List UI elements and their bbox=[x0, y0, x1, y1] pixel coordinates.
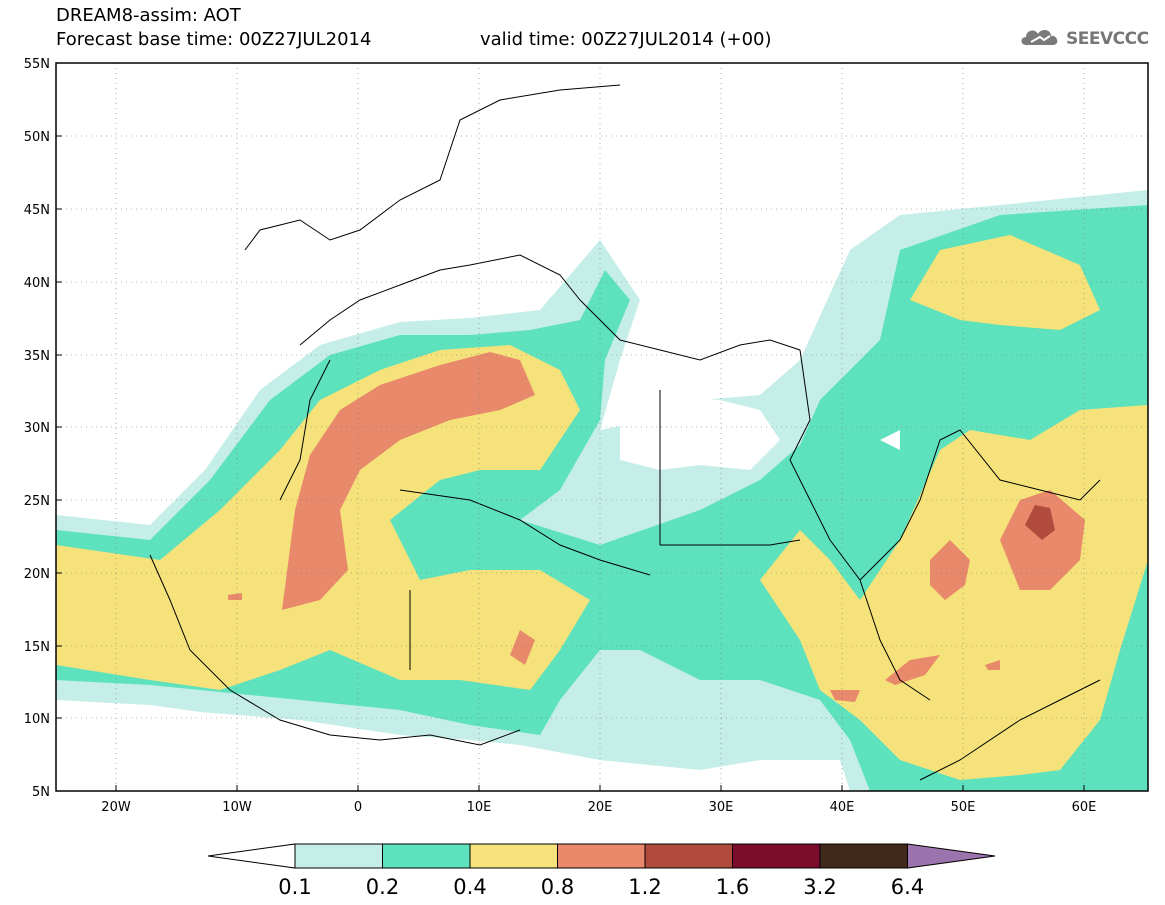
colorbar-label: 0.8 bbox=[541, 875, 574, 899]
cloud-icon bbox=[1018, 25, 1062, 53]
lat-label: 50N bbox=[24, 130, 50, 145]
aot-field bbox=[56, 63, 1148, 791]
lon-labels: 20W 10W 0 10E 20E 30E 40E 50E 60E bbox=[101, 800, 1096, 815]
lon-label: 10W bbox=[222, 800, 252, 815]
lat-label: 55N bbox=[24, 57, 50, 72]
colorbar-cell bbox=[644, 843, 733, 869]
lon-label: 20W bbox=[101, 800, 131, 815]
colorbar-label: 0.2 bbox=[366, 875, 399, 899]
lat-label: 35N bbox=[24, 349, 50, 364]
colorbar-over-arrow bbox=[907, 843, 996, 869]
colorbar-label: 6.4 bbox=[891, 875, 924, 899]
seevccc-logo: SEEVCCC bbox=[1018, 26, 1149, 52]
logo-text: SEEVCCC bbox=[1066, 29, 1149, 49]
aot-band-0.8 bbox=[228, 352, 1085, 702]
colorbar-label: 1.6 bbox=[716, 875, 749, 899]
colorbar-cell bbox=[819, 843, 908, 869]
colorbar-cell bbox=[382, 843, 471, 869]
valid-time: valid time: 00Z27JUL2014 (+00) bbox=[480, 29, 772, 50]
coastlines bbox=[149, 84, 1101, 781]
forecast-base-time: Forecast base time: 00Z27JUL2014 bbox=[56, 29, 372, 50]
lat-label: 40N bbox=[24, 276, 50, 291]
lat-label: 15N bbox=[24, 640, 50, 655]
tick-marks bbox=[56, 62, 1085, 791]
colorbar-labels: 0.1 0.2 0.4 0.8 1.2 1.6 3.2 6.4 bbox=[278, 875, 924, 899]
graticule bbox=[56, 63, 1148, 791]
lon-label: 50E bbox=[951, 800, 976, 815]
colorbar-label: 3.2 bbox=[803, 875, 836, 899]
lat-label: 5N bbox=[32, 785, 50, 800]
lon-label: 30E bbox=[709, 800, 734, 815]
colorbar-label: 0.1 bbox=[278, 875, 311, 899]
lon-label: 60E bbox=[1072, 800, 1097, 815]
colorbar-under-arrow bbox=[207, 843, 296, 869]
lat-label: 25N bbox=[24, 494, 50, 509]
colorbar-cell bbox=[557, 843, 646, 869]
colorbar bbox=[207, 843, 996, 869]
lon-label: 40E bbox=[830, 800, 855, 815]
lon-label: 20E bbox=[588, 800, 613, 815]
lat-label: 45N bbox=[24, 203, 50, 218]
lon-label: 0 bbox=[354, 800, 362, 815]
map-title: DREAM8-assim: AOT bbox=[56, 5, 241, 26]
colorbar-label: 0.4 bbox=[453, 875, 486, 899]
lat-labels: 55N 50N 45N 40N 35N 30N 25N 20N 15N 10N … bbox=[24, 57, 50, 800]
colorbar-label: 1.2 bbox=[628, 875, 661, 899]
lat-label: 10N bbox=[24, 712, 50, 727]
colorbar-cell bbox=[469, 843, 558, 869]
colorbar-cell bbox=[294, 843, 383, 869]
lon-label: 10E bbox=[467, 800, 492, 815]
colorbar-cell bbox=[732, 843, 821, 869]
lat-label: 20N bbox=[24, 567, 50, 582]
lat-label: 30N bbox=[24, 421, 50, 436]
aot-band-1.2 bbox=[1025, 505, 1055, 540]
